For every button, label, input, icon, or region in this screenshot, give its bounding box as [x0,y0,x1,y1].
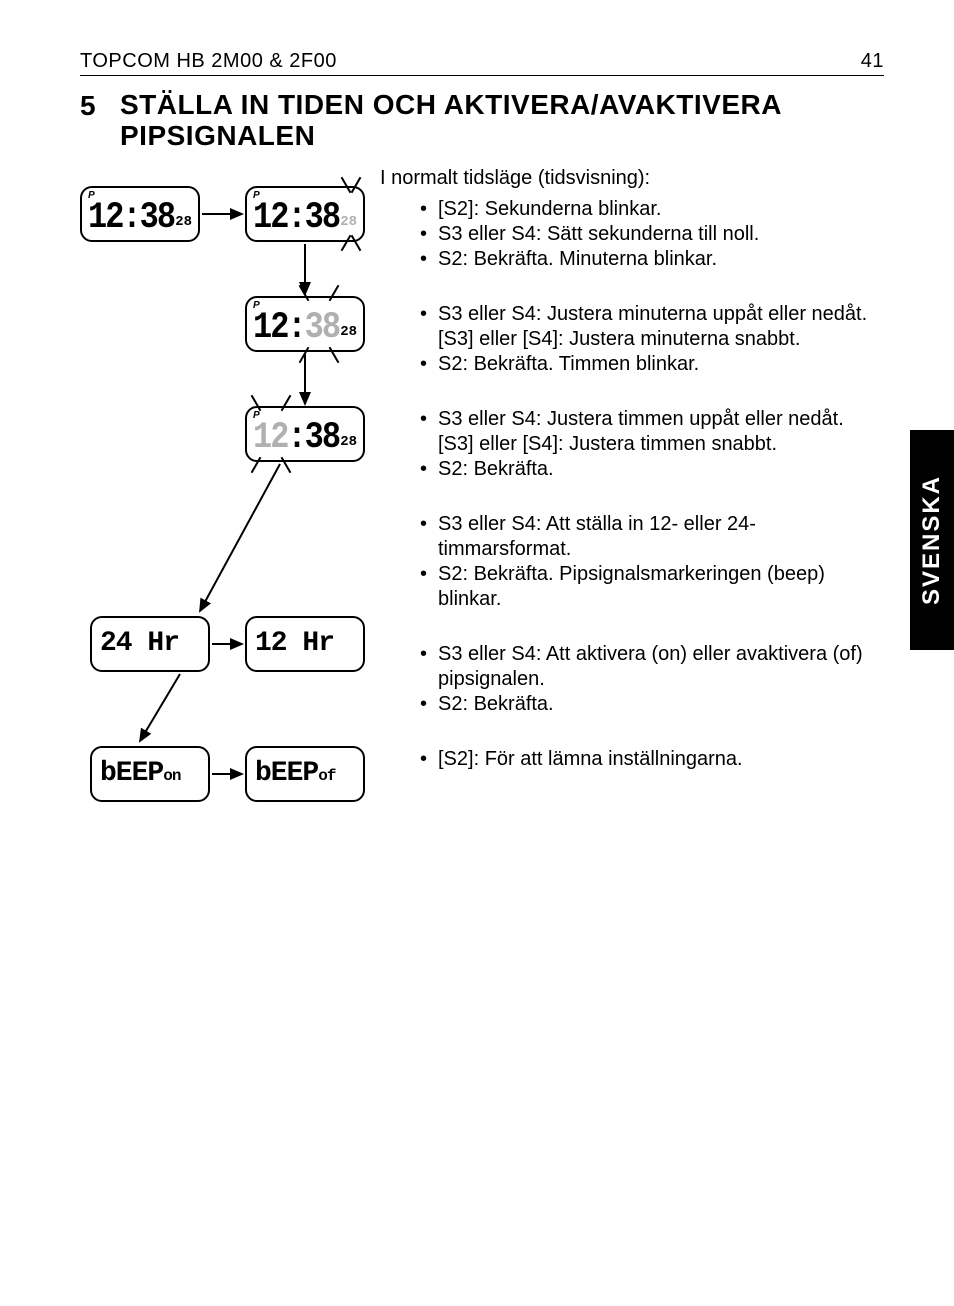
instruction-item: S2: Bekräfta. [420,692,884,717]
lcd-screen: 12 Hr [245,616,365,672]
instruction-item: S2: Bekräfta. Pipsignalsmarkeringen (bee… [420,562,884,612]
instruction-item: S2: Bekräfta. Minuterna blinkar. [420,247,884,272]
instruction-group: S3 eller S4: Justera timmen uppåt eller … [420,407,884,482]
instruction-group: S3 eller S4: Att aktivera (on) eller ava… [420,642,884,717]
intro-line: I normalt tidsläge (tidsvisning): [380,166,884,191]
diagram-column: P12:3828 P12:3828 P12:3828 P12:3828 24 Hr 12 … [80,166,370,926]
section-title: STÄLLA IN TIDEN OCH AKTIVERA/AVAKTIVERA … [120,90,782,152]
instruction-item: [S3] eller [S4]: Justera timmen snabbt. [420,432,884,457]
instruction-item: S3 eller S4: Sätt sekunderna till noll. [420,222,884,247]
instruction-group: [S2]: Sekunderna blinkar.S3 eller S4: Sä… [420,197,884,272]
instruction-group: S3 eller S4: Justera minuterna uppåt ell… [420,302,884,377]
instruction-item: S3 eller S4: Att aktivera (on) eller ava… [420,642,884,692]
product-name: TOPCOM HB 2M00 & 2F00 [80,50,337,73]
section-number: 5 [80,90,120,122]
instruction-group: [S2]: För att lämna inställningarna. [420,747,884,772]
section-heading: 5 STÄLLA IN TIDEN OCH AKTIVERA/AVAKTIVER… [80,90,884,152]
instruction-item: [S2]: Sekunderna blinkar. [420,197,884,222]
lcd-screen: P12:3828 [80,186,200,242]
page-header: TOPCOM HB 2M00 & 2F00 41 [80,50,884,76]
lcd-screen: P12:3828 [245,186,365,242]
lcd-screen: bEEPof [245,746,365,802]
instruction-item: [S3] eller [S4]: Justera minuterna snabb… [420,327,884,352]
instruction-item: S3 eller S4: Justera minuterna uppåt ell… [420,302,884,327]
instruction-item: S3 eller S4: Att ställa in 12- eller 24-… [420,512,884,562]
lcd-screen: P12:3828 [245,406,365,462]
instruction-item: [S2]: För att lämna inställningarna. [420,747,884,772]
instruction-item: S2: Bekräfta. Timmen blinkar. [420,352,884,377]
instruction-column: I normalt tidsläge (tidsvisning): [S2]: … [380,166,884,802]
instruction-item: S3 eller S4: Justera timmen uppåt eller … [420,407,884,432]
instruction-group: S3 eller S4: Att ställa in 12- eller 24-… [420,512,884,612]
language-tab: SVENSKA [910,430,954,650]
page-number: 41 [861,50,884,73]
lcd-screen: bEEPon [90,746,210,802]
instruction-item: S2: Bekräfta. [420,457,884,482]
language-tab-label: SVENSKA [918,475,946,605]
lcd-screen: 24 Hr [90,616,210,672]
lcd-screen: P12:3828 [245,296,365,352]
